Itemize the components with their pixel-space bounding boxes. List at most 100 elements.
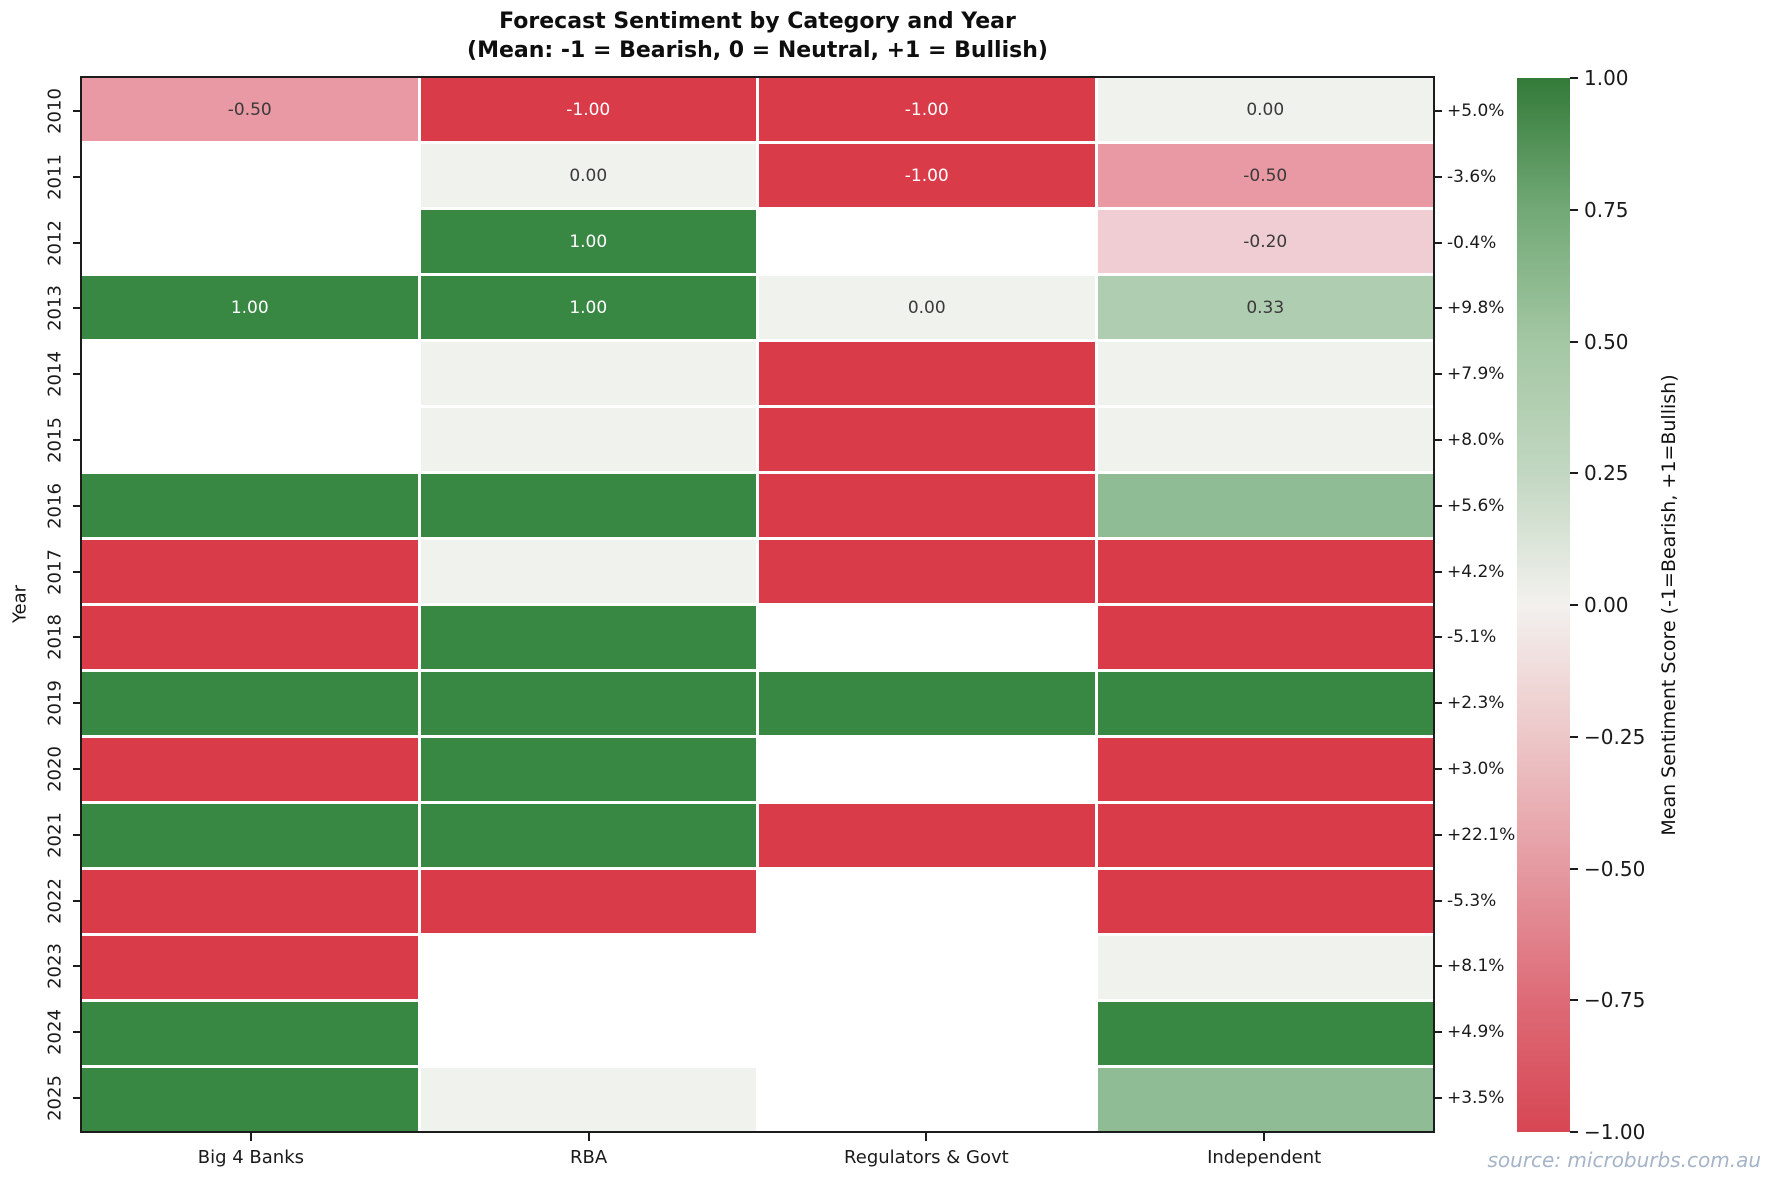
heatmap-cell: 1.00 — [82, 276, 418, 339]
xtick-mark — [925, 1133, 928, 1141]
heatmap-cell — [82, 672, 418, 735]
heatmap-cell — [420, 342, 756, 405]
heatmap-cell — [82, 342, 418, 405]
yoy-growth-label: +4.2% — [1447, 561, 1505, 582]
heatmap-cell: -0.50 — [82, 78, 418, 141]
heatmap-cell — [759, 210, 1095, 273]
chart-title-line1: Forecast Sentiment by Category and Year — [499, 9, 1016, 34]
colorbar-tick-label: 0.75 — [1584, 197, 1629, 222]
right-tick-mark — [1434, 307, 1442, 310]
yoy-growth-label: +5.6% — [1447, 495, 1505, 516]
xtick-mark — [249, 1133, 252, 1141]
heatmap-cell — [1097, 474, 1433, 537]
colorbar-tick-label: −0.25 — [1584, 724, 1646, 749]
ytick-mark — [73, 241, 81, 244]
heatmap-cell: 0.00 — [1097, 78, 1433, 141]
cell-value-label: 0.00 — [907, 297, 946, 318]
heatmap-cell — [759, 1068, 1095, 1131]
yoy-growth-label: -0.4% — [1447, 232, 1497, 253]
right-tick-mark — [1434, 570, 1442, 573]
heatmap-cell — [420, 804, 756, 867]
colorbar-tick-mark — [1570, 1131, 1578, 1133]
heatmap-cell — [759, 936, 1095, 999]
heatmap-cell — [82, 540, 418, 603]
heatmap-cell — [82, 606, 418, 669]
colorbar-tick-mark — [1570, 867, 1578, 870]
heatmap-cell — [759, 738, 1095, 801]
heatmap-cell — [420, 672, 756, 735]
xtick-label-category: Big 4 Banks — [197, 1147, 305, 1168]
heatmap-cell: -0.50 — [1097, 144, 1433, 207]
right-tick-mark — [1434, 373, 1442, 376]
ytick-mark — [73, 307, 81, 310]
heatmap-cell: 1.00 — [420, 210, 756, 273]
yoy-growth-label: +3.0% — [1447, 759, 1505, 780]
right-tick-mark — [1434, 109, 1442, 112]
ytick-mark — [73, 1097, 81, 1100]
heatmap-cell — [1097, 936, 1433, 999]
ytick-mark — [73, 833, 81, 836]
ytick-label-year: 2013 — [44, 285, 66, 332]
ytick-label-year: 2020 — [44, 746, 66, 792]
colorbar-tick-label: −0.50 — [1584, 856, 1646, 881]
heatmap-cell — [82, 738, 418, 801]
xtick-label-category: RBA — [570, 1147, 608, 1168]
yoy-growth-label: +4.9% — [1447, 1022, 1505, 1043]
heatmap-cell: -1.00 — [759, 78, 1095, 141]
heatmap-cell — [759, 342, 1095, 405]
heatmap-cell — [759, 1002, 1095, 1065]
heatmap-cell — [759, 804, 1095, 867]
colorbar-tick-mark — [1570, 77, 1578, 79]
heatmap-cell — [1097, 804, 1433, 867]
colorbar-tick-mark — [1570, 604, 1578, 606]
ytick-label-year: 2012 — [44, 219, 66, 266]
cell-value-label: 0.33 — [1246, 297, 1285, 318]
cell-value-label: -1.00 — [904, 165, 949, 186]
cell-value-label: 0.00 — [569, 165, 608, 186]
ytick-label-year: 2015 — [44, 417, 66, 463]
xtick-mark — [587, 1133, 590, 1141]
ytick-label-year: 2023 — [44, 943, 66, 990]
ytick-mark — [73, 768, 81, 771]
heatmap-cell — [759, 672, 1095, 735]
heatmap-cell — [1097, 1002, 1433, 1065]
cell-value-label: 1.00 — [569, 297, 608, 318]
right-tick-mark — [1434, 241, 1442, 244]
heatmap-cell — [420, 408, 756, 471]
yoy-growth-label: +3.5% — [1447, 1088, 1505, 1109]
yoy-growth-label: -5.1% — [1447, 627, 1497, 648]
colorbar-tick-mark — [1570, 472, 1578, 475]
ytick-label-year: 2025 — [44, 1075, 66, 1121]
heatmap-cell — [1097, 540, 1433, 603]
xtick-mark — [1263, 1133, 1266, 1141]
right-tick-mark — [1434, 175, 1442, 178]
cell-value-label: 0.00 — [1246, 99, 1285, 120]
xtick-label-category: Regulators & Govt — [844, 1147, 1009, 1168]
source-attribution: source: microburbs.com.au — [1487, 1148, 1761, 1172]
colorbar-tick-label: 0.00 — [1584, 593, 1629, 617]
heatmap-cell — [420, 1002, 756, 1065]
right-tick-mark — [1434, 1031, 1442, 1034]
right-tick-mark — [1434, 702, 1442, 705]
colorbar-tick-label: 1.00 — [1584, 66, 1629, 90]
yoy-growth-label: +22.1% — [1447, 824, 1516, 845]
ytick-label-year: 2014 — [44, 351, 66, 398]
heatmap-cell — [82, 936, 418, 999]
right-tick-mark — [1434, 504, 1442, 507]
heatmap-cell — [420, 474, 756, 537]
yoy-growth-label: +9.8% — [1447, 298, 1505, 319]
cell-value-label: -1.00 — [904, 99, 949, 120]
heatmap-cell — [420, 540, 756, 603]
yoy-growth-label: -3.6% — [1447, 166, 1497, 187]
heatmap-cell: 1.00 — [420, 276, 756, 339]
yoy-growth-label: +7.9% — [1447, 364, 1505, 385]
colorbar-tick-mark — [1570, 208, 1578, 211]
heatmap-cell — [420, 1068, 756, 1131]
colorbar-label: Mean Sentiment Score (-1=Bearish, +1=Bul… — [1658, 374, 1680, 836]
heatmap-cell — [1097, 672, 1433, 735]
ytick-mark — [73, 175, 81, 178]
cell-value-label: -0.20 — [1243, 231, 1288, 252]
cell-value-label: 1.00 — [569, 231, 608, 252]
heatmap-cell — [1097, 738, 1433, 801]
